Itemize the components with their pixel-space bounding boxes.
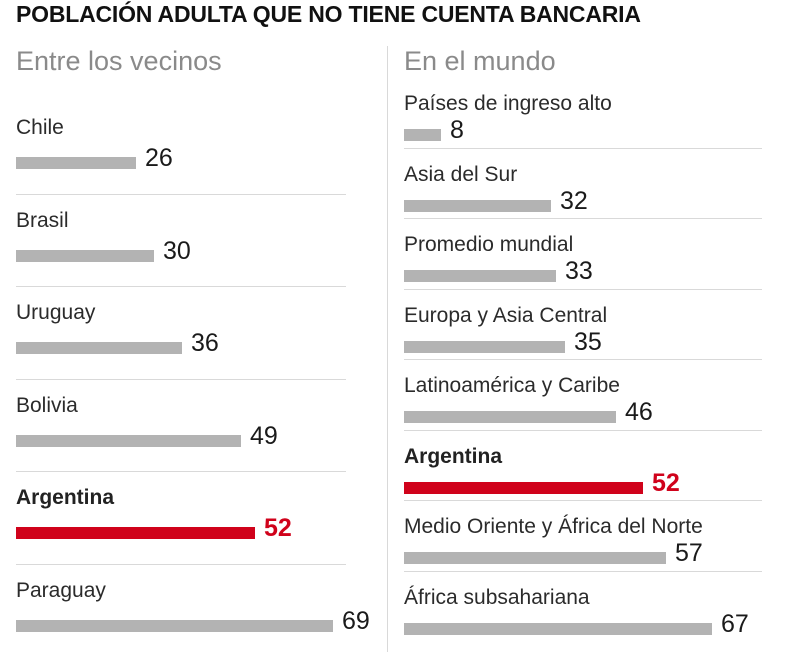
left-panel-title: Entre los vecinos (16, 46, 222, 76)
bar (16, 157, 136, 169)
value-label: 52 (264, 514, 292, 543)
bar (16, 249, 154, 262)
value-label: 36 (191, 329, 219, 358)
value-label: 32 (560, 186, 588, 215)
category-label: Países de ingreso alto (404, 92, 612, 115)
category-label: Chile (16, 116, 64, 139)
value-label: 33 (565, 257, 593, 285)
value-label: 46 (625, 398, 653, 426)
category-label: Medio Oriente y África del Norte (404, 515, 703, 538)
category-label: Bolivia (16, 393, 78, 417)
category-label: Europa y Asia Central (404, 303, 608, 327)
value-label: 69 (342, 607, 370, 635)
row-separator (16, 286, 346, 287)
right-panel-title: En el mundo (404, 46, 556, 76)
bar (16, 620, 333, 632)
row-separator (16, 379, 346, 380)
bar (404, 552, 666, 564)
value-label: 52 (652, 468, 680, 497)
value-label: 35 (574, 327, 602, 356)
category-label: Asia del Sur (404, 162, 518, 186)
bar (404, 411, 616, 423)
bar (404, 199, 551, 212)
bar (404, 481, 643, 494)
bar (16, 342, 182, 355)
row-separator (404, 289, 762, 290)
row-separator (404, 500, 762, 501)
value-label: 26 (145, 144, 173, 172)
panel-divider (387, 46, 388, 652)
value-label: 57 (675, 539, 703, 567)
bar (404, 129, 441, 141)
row-separator (404, 571, 762, 572)
category-label: Argentina (404, 444, 503, 468)
row-separator (404, 430, 762, 431)
row-separator (16, 194, 346, 195)
value-label: 49 (250, 421, 278, 450)
bar (404, 340, 565, 353)
row-separator (404, 148, 762, 149)
value-label: 8 (450, 116, 464, 144)
bar (404, 270, 556, 282)
bar (16, 527, 255, 540)
category-label: Paraguay (16, 579, 106, 602)
row-separator (16, 471, 346, 472)
category-label: Brasil (16, 208, 69, 232)
value-label: 67 (721, 609, 749, 638)
category-label: Uruguay (16, 301, 96, 325)
row-separator (404, 359, 762, 360)
chart-title: POBLACIÓN ADULTA QUE NO TIENE CUENTA BAN… (16, 1, 641, 27)
row-separator (16, 564, 346, 565)
bar (404, 622, 712, 635)
bar (16, 434, 241, 447)
category-label: Argentina (16, 486, 115, 510)
category-label: Latinoamérica y Caribe (404, 374, 620, 397)
row-separator (404, 218, 762, 219)
category-label: África subsahariana (404, 585, 590, 609)
category-label: Promedio mundial (404, 233, 574, 256)
value-label: 30 (163, 236, 191, 265)
